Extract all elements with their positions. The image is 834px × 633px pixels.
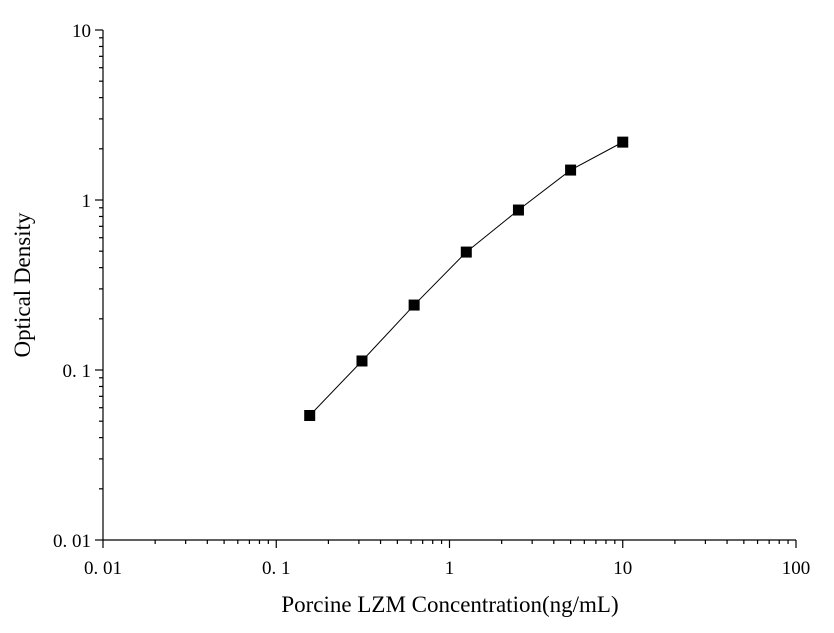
data-point <box>408 299 420 311</box>
x-tick-label: 10 <box>613 558 632 579</box>
y-tick-label: 10 <box>72 21 91 42</box>
data-point <box>565 164 577 176</box>
y-tick-label: 1 <box>82 191 92 212</box>
data-point <box>512 204 524 216</box>
x-tick-label: 100 <box>782 558 811 579</box>
x-tick-label: 0. 1 <box>262 558 291 579</box>
data-point <box>356 355 368 367</box>
y-tick-label: 0. 1 <box>63 361 92 382</box>
data-point <box>460 246 472 258</box>
y-axis-label: Optical Density <box>10 212 35 357</box>
x-tick-label: 0. 01 <box>84 558 122 579</box>
x-tick-label: 1 <box>445 558 455 579</box>
data-point <box>617 136 629 148</box>
data-line <box>309 141 623 416</box>
y-tick-label: 0. 01 <box>53 531 91 552</box>
data-point <box>304 409 316 421</box>
x-axis-label: Porcine LZM Concentration(ng/mL) <box>281 592 618 617</box>
